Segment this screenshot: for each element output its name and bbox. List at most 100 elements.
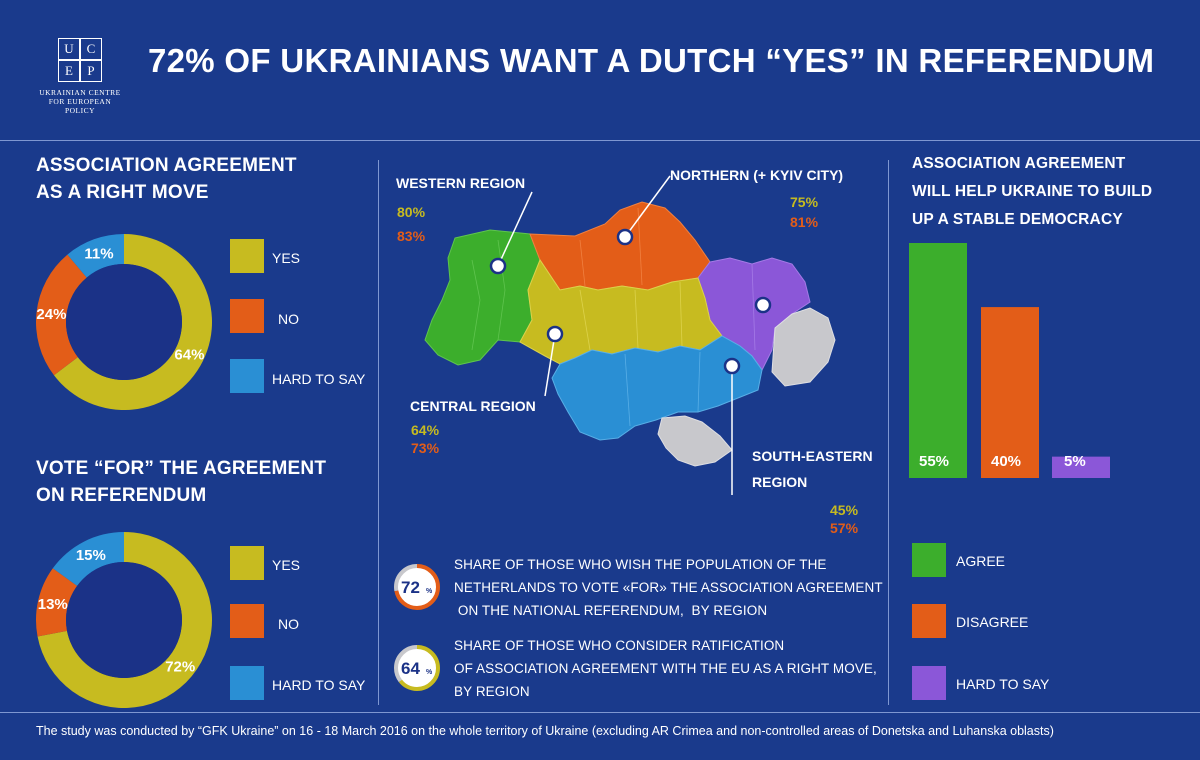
logo-letter-u: U — [58, 38, 80, 60]
legend-note-line: OF ASSOCIATION AGREEMENT WITH THE EU AS … — [454, 661, 877, 676]
legend-yes-swatch — [230, 239, 264, 273]
right-move-donut-label-no: 24% — [36, 306, 66, 323]
legend-note-line: ON THE NATIONAL REFERENDUM, BY REGION — [454, 603, 768, 618]
map-region-western — [424, 229, 541, 366]
legend-hard-to-say-swatch — [912, 666, 946, 700]
ucep-logo: U C E P — [58, 38, 104, 84]
region-label-central: CENTRAL REGION — [410, 398, 536, 414]
vote-for-donut: 72% 13% 15% — [36, 532, 212, 708]
logo-letter-e: E — [58, 60, 80, 82]
region-northern-right-move: 81% — [790, 214, 819, 230]
legend-hard-to-say-label: HARD TO SAY — [956, 676, 1050, 692]
legend-note-line: BY REGION — [454, 684, 530, 699]
vote-for-title: VOTE “FOR” THE AGREEMENT ON REFERENDUM — [36, 455, 326, 509]
democracy-bar-agree — [909, 243, 967, 478]
right-move-donut-hole — [66, 264, 182, 380]
legend-agree-label: AGREE — [956, 553, 1006, 569]
badge-right-move-value: 64 — [401, 659, 420, 678]
legend-hard-swatch — [230, 359, 264, 393]
badge-vote-for-value: 72 — [401, 578, 420, 597]
header-divider — [0, 140, 1200, 141]
democracy-title-line: ASSOCIATION AGREEMENT — [912, 155, 1126, 172]
right-move-title-line: AS A RIGHT MOVE — [36, 182, 209, 203]
vote-for-donut-label-hard-to-say: 15% — [76, 547, 106, 564]
vote-for-title-line: VOTE “FOR” THE AGREEMENT — [36, 458, 327, 479]
logo-letter-p: P — [80, 60, 102, 82]
legend-note-line: SHARE OF THOSE WHO CONSIDER RATIFICATION — [454, 638, 785, 653]
right-move-donut: 64% 24% 11% — [35, 234, 212, 410]
democracy-bar-hard-to-say — [1052, 456, 1110, 478]
region-label-line: SOUTH-EASTERN — [752, 448, 873, 464]
democracy-bar-label-hard-to-say: 5% — [1064, 453, 1086, 470]
region-label-line: REGION — [752, 474, 808, 490]
legend-disagree-label: DISAGREE — [956, 614, 1029, 630]
page-title: 72% OF UKRAINIANS WANT A DUTCH “YES” IN … — [148, 42, 1155, 79]
democracy-bar-label-disagree: 40% — [991, 453, 1021, 470]
right-move-donut-slice-no — [35, 254, 87, 376]
vote-for-donut-label-yes: 72% — [165, 659, 195, 676]
map-region-crimea — [657, 415, 733, 467]
democracy-bar-chart: 55% 40% 5% — [909, 243, 1110, 478]
democracy-title: ASSOCIATION AGREEMENT WILL HELP UKRAINE … — [912, 150, 1152, 234]
region-south-eastern-vote-for: 45% — [830, 502, 859, 518]
vote-for-donut-slice-hard-to-say — [52, 532, 124, 586]
map-region-northern — [529, 201, 711, 291]
logo-caption-line: UKRAINIAN CENTRE — [39, 88, 121, 97]
legend-note-line: NETHERLANDS TO VOTE «FOR» THE ASSOCIATIO… — [454, 580, 883, 595]
badge-vote-for: 72 % — [394, 564, 440, 610]
legend-agree-swatch — [912, 543, 946, 577]
badge-right-move: 64 % — [394, 645, 440, 691]
democracy-bar-disagree — [981, 307, 1039, 478]
legend-no-label: NO — [278, 616, 299, 632]
vote-for-donut-label-no: 13% — [38, 596, 68, 613]
vote-for-donut-slice-no — [36, 568, 78, 637]
ukraine-region-map — [424, 175, 836, 495]
legend-hard-label: HARD TO SAY — [272, 371, 366, 387]
legend-no-swatch — [230, 299, 264, 333]
legend-note-vote-for: SHARE OF THOSE WHO WISH THE POPULATION O… — [454, 553, 883, 622]
legend-yes-label: YES — [272, 250, 301, 266]
region-south-eastern-right-move: 57% — [830, 520, 859, 536]
region-central-vote-for: 64% — [411, 422, 440, 438]
right-move-donut-slice-yes — [53, 234, 212, 410]
vote-for-donut-slice-yes — [37, 532, 212, 708]
legend-yes-swatch — [230, 546, 264, 580]
legend-yes-label: YES — [272, 557, 301, 573]
legend-no-swatch — [230, 604, 264, 638]
logo-caption-line: FOR EUROPEAN — [48, 97, 112, 106]
left-column-divider — [378, 160, 379, 705]
democracy-bar-label-agree: 55% — [919, 453, 949, 470]
vote-for-title-line: ON REFERENDUM — [36, 485, 207, 506]
legend-note-line: SHARE OF THOSE WHO WISH THE POPULATION O… — [454, 557, 827, 572]
right-move-donut-label-hard-to-say: 11% — [84, 245, 113, 262]
logo-caption: UKRAINIAN CENTRE FOR EUROPEAN POLICY — [28, 88, 132, 115]
map-pointer-lines — [497, 175, 733, 495]
footer-note: The study was conducted by “GFK Ukraine”… — [36, 724, 1054, 738]
region-northern-vote-for: 75% — [790, 194, 819, 210]
democracy-title-line: UP A STABLE DEMOCRACY — [912, 211, 1123, 228]
logo-letter-c: C — [80, 38, 102, 60]
region-label-western: WESTERN REGION — [396, 175, 526, 191]
right-move-title-line: ASSOCIATION AGREEMENT — [36, 155, 297, 176]
region-label-south-eastern: SOUTH-EASTERN REGION — [752, 443, 873, 495]
vote-for-donut-hole — [66, 562, 182, 678]
legend-note-right-move: SHARE OF THOSE WHO CONSIDER RATIFICATION… — [454, 634, 877, 703]
badge-vote-for-unit: % — [426, 588, 433, 595]
right-move-donut-slice-hard-to-say — [67, 234, 124, 278]
legend-no-label: NO — [278, 311, 299, 327]
logo-caption-line: POLICY — [64, 106, 96, 115]
region-western-right-move: 83% — [397, 228, 426, 244]
badge-right-move-unit: % — [426, 669, 433, 676]
legend-hard-swatch — [230, 666, 264, 700]
map-region-donbas-grey — [771, 307, 836, 387]
map-region-southern — [551, 335, 763, 441]
region-central-right-move: 73% — [411, 440, 440, 456]
legend-disagree-swatch — [912, 604, 946, 638]
map-oblast-borders — [471, 207, 756, 427]
region-label-northern: NORTHERN (+ KYIV CITY) — [670, 167, 844, 183]
right-column-divider — [888, 160, 889, 705]
right-move-title: ASSOCIATION AGREEMENT AS A RIGHT MOVE — [36, 152, 297, 206]
legend-hard-label: HARD TO SAY — [272, 677, 366, 693]
democracy-title-line: WILL HELP UKRAINE TO BUILD — [912, 183, 1153, 200]
right-move-donut-label-yes: 64% — [174, 346, 204, 363]
